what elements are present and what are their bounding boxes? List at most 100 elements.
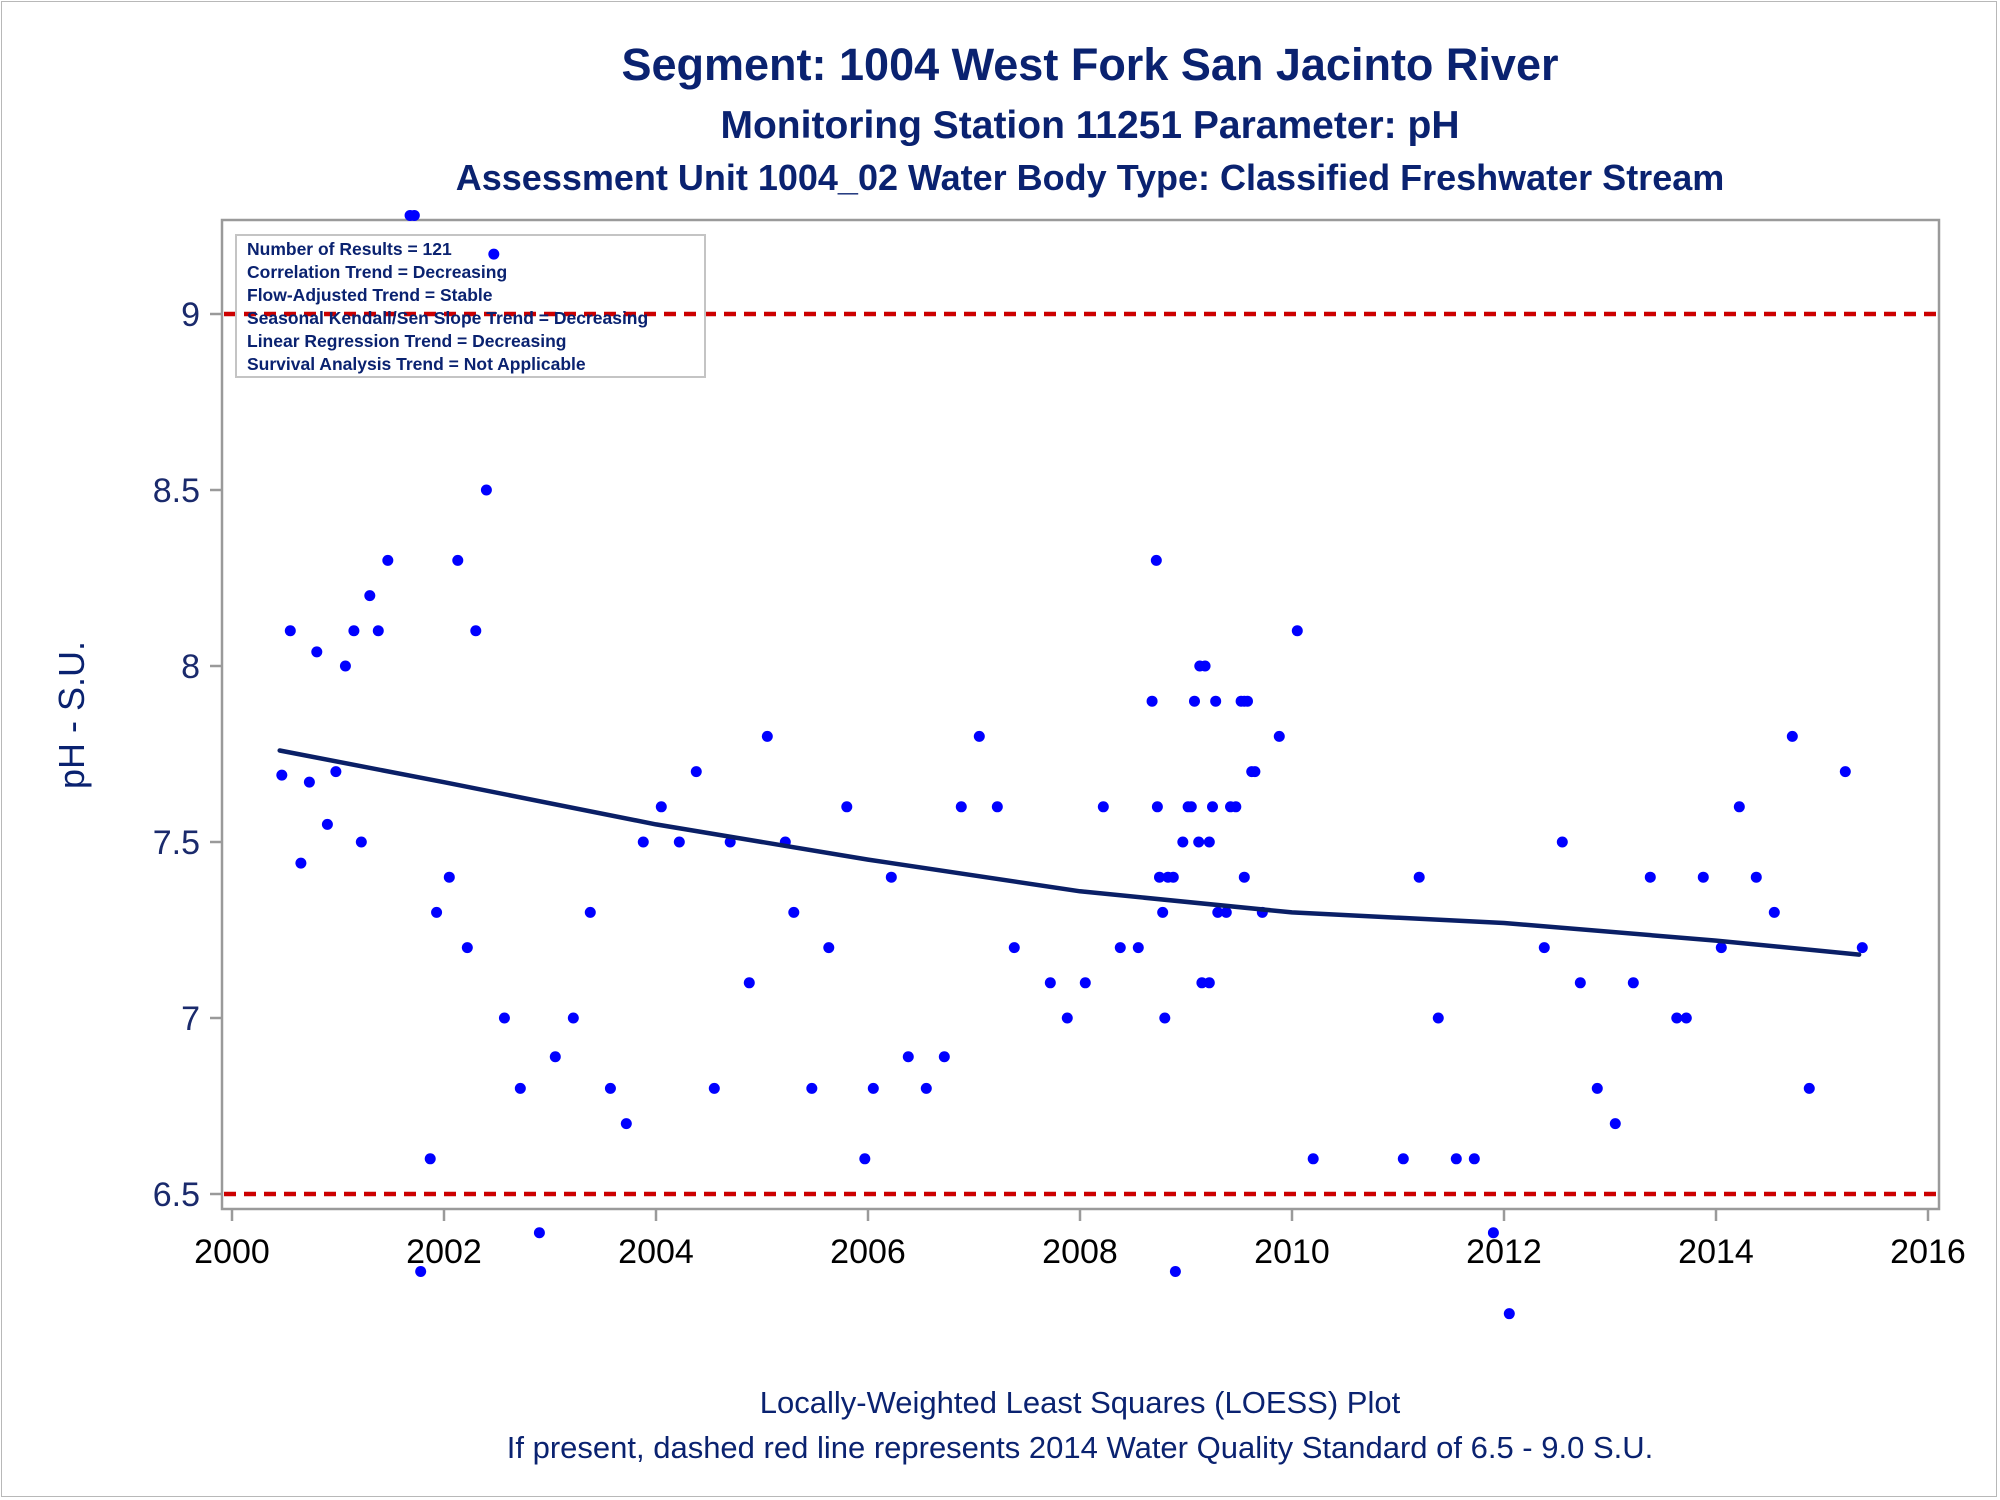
data-point (1061, 1012, 1073, 1024)
x-tick-label: 2012 (1466, 1233, 1542, 1271)
data-point (470, 625, 482, 637)
data-point (1185, 801, 1197, 813)
x-tick-label: 2016 (1890, 1233, 1966, 1271)
x-tick-label: 2004 (618, 1233, 694, 1271)
footnote-loess: Locally-Weighted Least Squares (LOESS) P… (760, 1385, 1401, 1420)
y-tick-label: 8.5 (153, 472, 200, 510)
data-point (1159, 1012, 1171, 1024)
data-point (443, 871, 455, 883)
data-point (488, 248, 500, 260)
legend-flow-adjusted-trend: Flow-Adjusted Trend = Stable (247, 285, 493, 305)
data-point (1413, 871, 1425, 883)
data-point (867, 1082, 879, 1094)
y-tick-label: 6.5 (153, 1176, 200, 1214)
x-tick-label: 2006 (830, 1233, 906, 1271)
data-point (533, 1227, 545, 1239)
data-point (673, 836, 685, 848)
y-tick-label: 8 (181, 648, 200, 686)
data-point (1154, 871, 1165, 883)
legend-correlation-trend: Correlation Trend = Decreasing (247, 262, 507, 282)
data-point (1733, 801, 1745, 813)
data-point (1432, 1012, 1444, 1024)
data-point (1203, 977, 1215, 989)
data-point (1008, 942, 1020, 954)
data-point (382, 554, 394, 566)
legend-box (235, 234, 706, 378)
data-point (1273, 730, 1285, 742)
data-point (295, 857, 307, 869)
data-point (321, 818, 333, 830)
data-point (1786, 730, 1798, 742)
data-point (1715, 942, 1727, 954)
data-point (938, 1051, 950, 1063)
data-point (408, 209, 420, 221)
data-point (1241, 695, 1253, 707)
data-point (1697, 871, 1709, 883)
data-point (1680, 1012, 1692, 1024)
y-axis: 6.5 7 7.5 8 8.5 9 (153, 296, 222, 1214)
data-point (1591, 1082, 1603, 1094)
data-point (1203, 836, 1215, 848)
data-point (1397, 1153, 1409, 1165)
data-point (1671, 1012, 1683, 1024)
trend-summary-legend: Number of Results = 121 Correlation Tren… (235, 234, 706, 378)
data-point (415, 1265, 427, 1277)
data-point (1210, 695, 1222, 707)
data-point (1220, 906, 1232, 918)
footnote-standard: If present, dashed red line represents 2… (507, 1430, 1654, 1465)
data-point (330, 766, 342, 778)
water-quality-standard-lines (224, 311, 1937, 1197)
data-point (1193, 836, 1205, 848)
data-point (1249, 766, 1261, 778)
data-point (806, 1082, 818, 1094)
data-point (1468, 1153, 1480, 1165)
data-point (1212, 906, 1224, 918)
data-point (1556, 836, 1568, 848)
data-point (823, 942, 835, 954)
data-point (1188, 695, 1200, 707)
data-point (1097, 801, 1109, 813)
data-point (841, 801, 853, 813)
data-point (885, 871, 897, 883)
data-point (761, 730, 773, 742)
data-point (1487, 1227, 1499, 1239)
data-point (424, 1153, 436, 1165)
chart-subtitle-station: Monitoring Station 11251 Parameter: pH (720, 104, 1459, 147)
data-point (1044, 977, 1056, 989)
data-point (1856, 942, 1868, 954)
data-point (637, 836, 649, 848)
data-point (311, 646, 323, 658)
y-tick-label: 7.5 (153, 824, 200, 862)
data-point (973, 730, 985, 742)
data-point (859, 1153, 871, 1165)
data-point (1151, 801, 1163, 813)
data-point (1079, 977, 1091, 989)
data-point (1291, 625, 1303, 637)
data-point (1803, 1082, 1815, 1094)
legend-linear-regression-trend: Linear Regression Trend = Decreasing (247, 331, 567, 351)
data-point (604, 1082, 616, 1094)
data-point (1207, 801, 1218, 813)
x-tick-label: 2010 (1254, 1233, 1330, 1271)
legend-number-of-results: Number of Results = 121 (247, 239, 452, 259)
data-point (549, 1051, 561, 1063)
y-tick-label: 7 (181, 1000, 200, 1038)
data-point (514, 1082, 526, 1094)
x-axis: 2000 2002 2004 2006 2008 2010 2012 2014 2016 (194, 1209, 1966, 1271)
loess-trend-line (277, 748, 1862, 957)
data-point (355, 836, 367, 848)
data-point (620, 1118, 632, 1130)
data-point (1574, 977, 1586, 989)
data-point (1169, 1265, 1181, 1277)
data-point (431, 906, 443, 918)
data-point (1157, 906, 1169, 918)
data-point (902, 1051, 914, 1063)
data-point (364, 590, 376, 602)
data-point (1146, 695, 1158, 707)
data-point (461, 942, 473, 954)
data-point (1450, 1153, 1462, 1165)
chart-subtitle-assessment: Assessment Unit 1004_02 Water Body Type:… (456, 157, 1725, 198)
data-point (284, 625, 296, 637)
x-tick-label: 2000 (194, 1233, 270, 1271)
